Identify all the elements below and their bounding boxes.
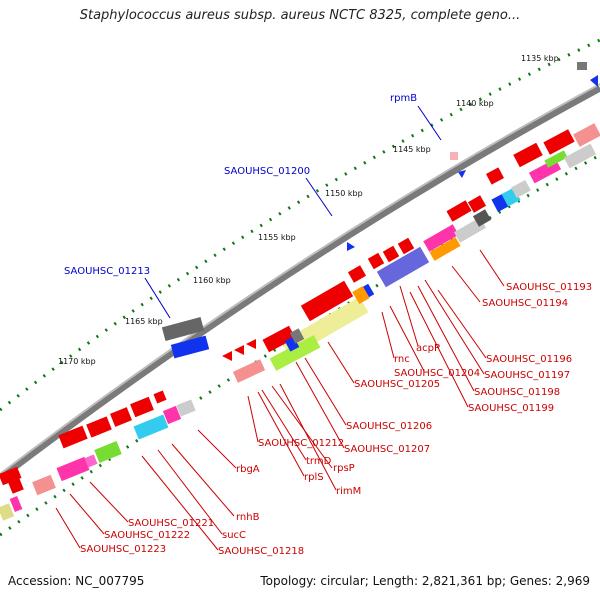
gene-feature	[367, 252, 385, 270]
gene-label: SAOUHSC_01213	[64, 266, 150, 277]
gene-feature	[446, 200, 472, 222]
gene-label: acpP	[416, 343, 440, 354]
gene-feature	[161, 317, 205, 341]
gene-feature	[153, 390, 167, 404]
gene-feature	[222, 351, 232, 361]
gene-feature	[376, 246, 430, 288]
gene-feature	[513, 142, 543, 168]
gene-label: SAOUHSC_01207	[344, 444, 430, 455]
gene-label: SAOUHSC_01222	[104, 530, 190, 541]
gene-feature	[86, 416, 112, 438]
gene-feature	[467, 195, 487, 213]
gene-feature	[8, 478, 24, 494]
gene-label: SAOUHSC_01196	[486, 354, 572, 365]
inner-features	[0, 123, 600, 521]
gene-label: rplS	[304, 472, 324, 483]
gene-feature	[269, 335, 321, 371]
accession-text: Accession: NC_007795	[8, 574, 145, 588]
gene-feature	[397, 237, 415, 255]
gene-feature	[450, 152, 458, 160]
gene-feature	[234, 345, 244, 355]
kbp-label: 1165 kbp	[125, 317, 163, 326]
gene-feature	[58, 425, 88, 449]
outer-tick-track	[0, 38, 600, 412]
gene-label: SAOUHSC_01200	[224, 166, 310, 177]
gene-feature	[347, 265, 367, 283]
gene-feature	[262, 325, 296, 353]
gene-feature	[56, 456, 90, 482]
backbone-arc-highlight	[0, 83, 600, 475]
gene-feature	[544, 150, 568, 168]
gene-label: rpsP	[333, 463, 355, 474]
gene-feature	[94, 441, 122, 463]
gene-label: SAOUHSC_01197	[484, 370, 570, 381]
kbp-label: 1135 kbp	[521, 54, 559, 63]
gene-label: SAOUHSC_01205	[354, 379, 440, 390]
gene-label: SAOUHSC_01194	[482, 298, 568, 309]
backbone-arc	[0, 84, 600, 481]
gene-feature	[486, 167, 504, 185]
gene-feature	[162, 405, 182, 425]
gene-feature	[472, 209, 492, 227]
gene-feature	[84, 454, 98, 468]
map-title: Staphylococcus aureus subsp. aureus NCTC…	[79, 8, 521, 23]
gene-feature	[300, 280, 354, 322]
gene-feature	[9, 496, 23, 512]
gene-feature	[382, 245, 400, 263]
gene-feature	[110, 407, 132, 427]
gene-label: rbgA	[236, 464, 260, 475]
gene-feature	[458, 170, 466, 178]
kbp-label: 1140 kbp	[456, 99, 494, 108]
gene-feature	[429, 237, 461, 261]
gene-feature	[543, 129, 575, 155]
gene-label: SAOUHSC_01218	[218, 546, 304, 557]
gene-feature	[577, 62, 587, 70]
gene-feature	[590, 75, 598, 87]
gene-feature	[347, 242, 355, 251]
gene-feature	[170, 335, 210, 359]
gene-feature	[176, 399, 196, 417]
gene-feature	[133, 414, 169, 440]
gene-feature	[573, 123, 600, 147]
gene-label: SAOUHSC_01221	[128, 518, 214, 529]
kbp-label: 1155 kbp	[258, 233, 296, 242]
gene-feature	[423, 224, 459, 252]
gene-feature	[563, 143, 597, 169]
bottom-leaders	[55, 249, 505, 551]
gene-label: trmD	[306, 456, 332, 467]
gene-feature	[0, 503, 15, 521]
gene-feature	[289, 328, 305, 344]
gene-label: SAOUHSC_01206	[346, 421, 432, 432]
gene-feature	[232, 359, 266, 383]
gene-feature	[32, 474, 56, 496]
gene-label: rnc	[394, 354, 410, 365]
kbp-label: 1170 kbp	[58, 357, 96, 366]
gene-feature	[130, 396, 154, 418]
gene-label: SAOUHSC_01199	[468, 403, 554, 414]
gene-feature	[0, 466, 22, 486]
gene-feature	[352, 285, 370, 305]
gene-label: rpmB	[390, 93, 417, 104]
gene-label: SAOUHSC_01223	[80, 544, 166, 555]
gene-label: SAOUHSC_01198	[474, 387, 560, 398]
kbp-label: 1145 kbp	[393, 145, 431, 154]
gene-feature	[246, 339, 256, 349]
outer-features	[161, 62, 598, 359]
gene-label: SAOUHSC_01204	[394, 368, 480, 379]
gene-label: sucC	[222, 530, 246, 541]
topology-text: Topology: circular; Length: 2,821,361 bp…	[260, 574, 590, 588]
gene-label: SAOUHSC_01212	[258, 438, 344, 449]
gene-feature	[511, 179, 531, 199]
gene-label: rimM	[336, 486, 361, 497]
gene-label: SAOUHSC_01193	[506, 282, 592, 293]
gene-label: rnhB	[236, 512, 260, 523]
kbp-label: 1150 kbp	[325, 189, 363, 198]
kbp-label: 1160 kbp	[193, 276, 231, 285]
top-leaders	[144, 105, 442, 319]
